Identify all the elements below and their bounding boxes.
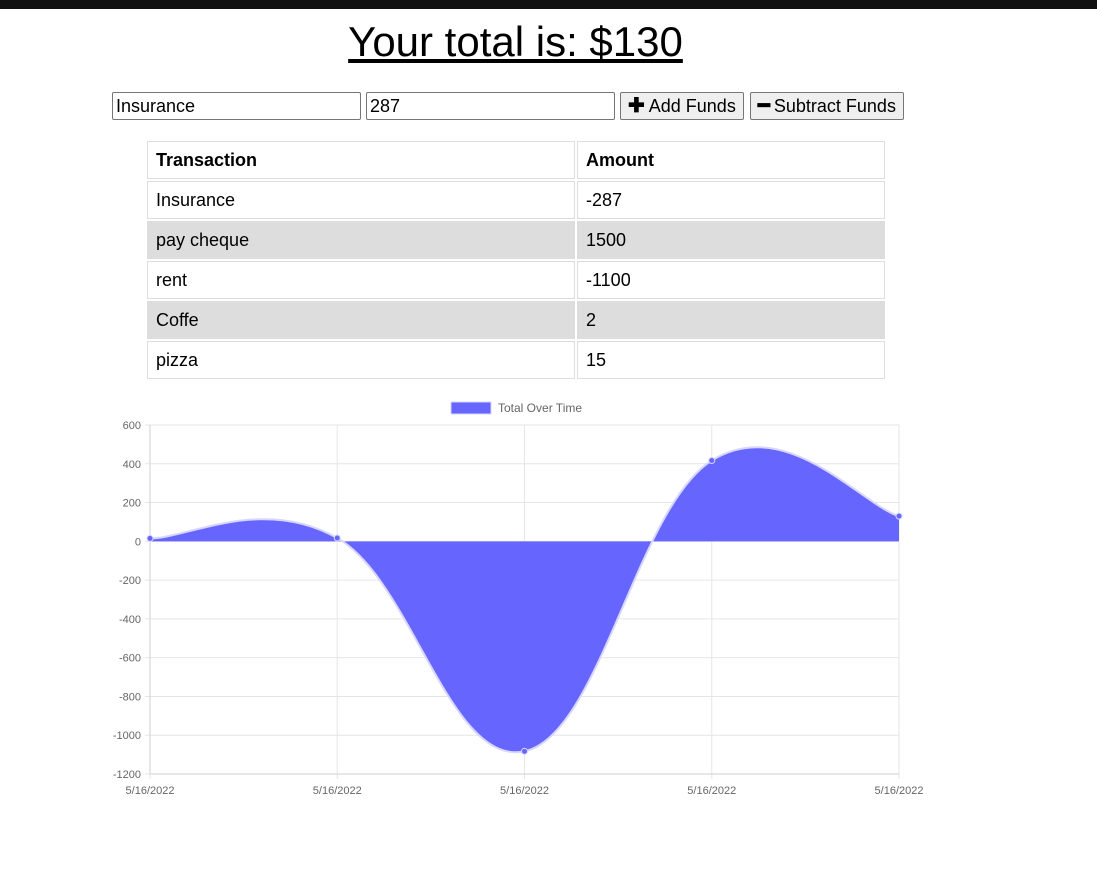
table-row: Insurance -287 [147,181,885,219]
transaction-name-cell: Coffe [147,301,575,339]
subtract-funds-label: Subtract Funds [773,95,896,116]
plus-icon: ✚ [628,95,645,117]
column-header-amount: Amount [577,141,885,179]
x-tick-label: 5/16/2022 [313,785,362,797]
y-tick-label: -1000 [113,730,141,742]
table-row: pay cheque 1500 [147,221,885,259]
y-tick-label: -800 [119,691,141,703]
x-tick-label: 5/16/2022 [500,785,549,797]
y-tick-label: -400 [119,614,141,626]
y-tick-label: 0 [135,536,141,548]
table-header-row: Transaction Amount [147,141,885,179]
transaction-amount-cell: 1500 [577,221,885,259]
series-area [150,447,899,753]
transaction-form: ✚ Add Funds ━ Subtract Funds [112,91,910,121]
y-tick-label: -600 [119,653,141,665]
add-funds-label: Add Funds [648,95,736,116]
transactions-table: Transaction Amount Insurance -287 pay ch… [145,139,887,381]
transaction-name-cell: rent [147,261,575,299]
transaction-amount-cell: 2 [577,301,885,339]
legend-swatch [450,401,492,415]
table-row: Coffe 2 [147,301,885,339]
column-header-transaction: Transaction [147,141,575,179]
y-tick-label: 200 [123,498,141,510]
transaction-amount-input[interactable] [366,92,615,120]
x-tick-label: 5/16/2022 [687,785,736,797]
y-tick-label: 400 [123,459,141,471]
data-point [708,456,716,464]
data-point [333,534,341,542]
data-point [895,512,903,520]
transaction-name-cell: pay cheque [147,221,575,259]
data-point [146,534,154,542]
table-row: rent -1100 [147,261,885,299]
transaction-amount-cell: 15 [577,341,885,379]
legend-label: Total Over Time [498,401,582,415]
x-tick-label: 5/16/2022 [126,785,175,797]
table-row: pizza 15 [147,341,885,379]
transaction-name-cell: Insurance [147,181,575,219]
top-banner [0,0,1097,9]
transaction-name-input[interactable] [112,92,361,120]
y-tick-label: -200 [119,575,141,587]
transaction-name-cell: pizza [147,341,575,379]
total-heading: Your total is: $130 [348,18,683,65]
subtract-funds-button[interactable]: ━ Subtract Funds [749,92,904,120]
total-over-time-chart: 600 400 200 0 -200 -400 -600 -800 -1000 -1200 5/16… [113,401,924,797]
x-tick-label: 5/16/2022 [875,785,924,797]
transaction-amount-cell: -1100 [577,261,885,299]
minus-icon: ━ [757,95,770,117]
y-tick-label: -1200 [113,769,141,781]
data-point [521,747,528,755]
transaction-amount-cell: -287 [577,181,885,219]
add-funds-button[interactable]: ✚ Add Funds [620,92,744,120]
y-tick-label: 600 [123,420,141,432]
